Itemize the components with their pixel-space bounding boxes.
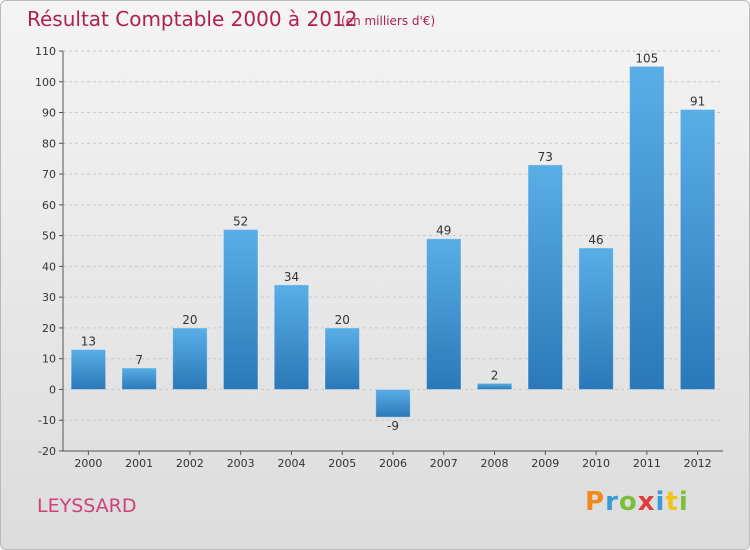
bar-2000: [71, 349, 106, 390]
bar-2009: [528, 164, 563, 390]
y-tick-label: 70: [42, 168, 56, 181]
bar-edge-2007: [426, 238, 462, 390]
x-tick-label-2002: 2002: [176, 457, 204, 470]
bar-2008: [477, 383, 512, 390]
x-tick-label-2000: 2000: [74, 457, 102, 470]
y-tick-label: 90: [42, 107, 56, 120]
y-tick-label: 10: [42, 353, 56, 366]
value-label-2004: 34: [284, 270, 299, 284]
bar-edge-2006: [375, 388, 411, 418]
y-tick-label: 40: [42, 260, 56, 273]
x-tick-label-2010: 2010: [582, 457, 610, 470]
bar-edge-2003: [222, 228, 259, 390]
y-tick-label: 30: [42, 291, 56, 304]
value-label-2008: 2: [491, 368, 499, 382]
value-label-2003: 52: [233, 214, 248, 228]
brand-letter: o: [618, 487, 638, 517]
bar-edge-2008: [476, 382, 513, 390]
commune-name: LEYSSARD: [37, 495, 137, 517]
chart-subtitle: (en milliers d'€): [341, 14, 436, 28]
bar-edge-2011: [629, 65, 665, 390]
y-tick-label: -10: [38, 414, 56, 427]
y-tick-label: 20: [42, 322, 56, 335]
y-tick-label: 100: [35, 76, 56, 89]
bar-2006: [375, 389, 411, 418]
bar-edge-2004: [273, 284, 310, 390]
bar-2012: [680, 109, 715, 390]
axes: -20 -10 0 10 20 30 40 50 60 70 80 90 100 110 2000 2001 2…: [35, 45, 723, 470]
y-tick-label: 0: [49, 383, 56, 396]
bar-2001: [121, 367, 157, 390]
bar-edge-2001: [121, 367, 157, 390]
x-tick-label-2006: 2006: [379, 457, 407, 470]
x-tick-label-2012: 2012: [684, 457, 712, 470]
x-tick-label-2001: 2001: [125, 457, 153, 470]
bar-edge-2000: [70, 348, 107, 390]
value-label-2011: 105: [635, 51, 658, 65]
y-tick-label: -20: [38, 445, 56, 458]
bar-2004: [274, 284, 309, 390]
bar-edge-2010: [578, 247, 614, 390]
bar-2007: [426, 238, 462, 390]
value-label-2006: -9: [387, 419, 399, 433]
chart-title: Résultat Comptable 2000 à 2012: [27, 7, 358, 31]
x-tick-label-2009: 2009: [531, 457, 559, 470]
value-label-2007: 49: [436, 224, 451, 238]
value-label-2001: 7: [135, 353, 143, 367]
brand-letter: r: [605, 487, 619, 517]
bar-2010: [578, 247, 614, 390]
x-tick-label-2007: 2007: [430, 457, 458, 470]
brand-letter: x: [637, 487, 656, 517]
value-label-2005: 20: [335, 313, 350, 327]
y-tick-label: 50: [42, 230, 56, 243]
value-label-2010: 46: [588, 233, 603, 247]
bars: [70, 65, 716, 418]
x-tick-label-2004: 2004: [277, 457, 305, 470]
brand-letter: i: [678, 487, 689, 517]
value-label-2012: 91: [690, 94, 705, 108]
bar-edge-2009: [527, 164, 564, 390]
y-tick-label: 80: [42, 137, 56, 150]
bar-2005: [324, 327, 360, 390]
bar-edge-2002: [172, 327, 208, 390]
bar-2011: [629, 66, 665, 390]
x-tick-label-2003: 2003: [227, 457, 255, 470]
bar-2003: [223, 229, 258, 390]
value-labels: 13 7 20 52 34 20 -9 49 2 73 46 105 91: [81, 51, 706, 433]
y-tick-label: 110: [35, 45, 56, 58]
proxiti-logo[interactable]: Proxiti: [585, 487, 689, 517]
value-label-2000: 13: [81, 334, 96, 348]
x-tick-label-2008: 2008: [481, 457, 509, 470]
brand-letter: P: [585, 487, 606, 517]
x-tick-label-2005: 2005: [328, 457, 356, 470]
x-tick-label-2011: 2011: [633, 457, 661, 470]
value-label-2009: 73: [538, 150, 553, 164]
bar-edge-2005: [324, 327, 360, 390]
brand-letter: i: [655, 487, 666, 517]
bar-edge-2012: [679, 108, 716, 390]
value-label-2002: 20: [182, 313, 197, 327]
y-tick-label: 60: [42, 199, 56, 212]
brand-letter: t: [665, 487, 679, 517]
bar-2002: [172, 327, 208, 390]
